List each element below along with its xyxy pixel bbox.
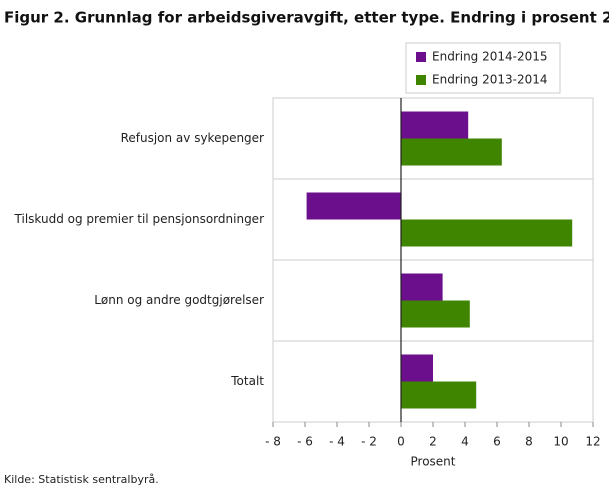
bar — [401, 273, 443, 301]
y-tick-label: Lønn og andre godtgjørelser — [94, 293, 264, 307]
x-axis-label: Prosent — [411, 455, 456, 469]
x-tick-label: - 2 — [361, 435, 377, 449]
x-tick-label: 6 — [493, 435, 501, 449]
bar — [401, 300, 470, 328]
legend-box — [405, 42, 561, 94]
bar — [306, 192, 401, 220]
bar — [401, 354, 433, 382]
x-tick-label: 12 — [585, 435, 600, 449]
x-tick-label: 10 — [553, 435, 568, 449]
bar — [401, 138, 502, 166]
bar — [401, 381, 477, 409]
x-tick-label: - 6 — [297, 435, 313, 449]
bar — [401, 219, 573, 247]
source: Kilde: Statistisk sentralbyrå. — [4, 473, 159, 486]
x-tick-label: 8 — [525, 435, 533, 449]
x-tick-label: 4 — [461, 435, 469, 449]
bar — [401, 111, 469, 139]
y-tick-label: Refusjon av sykepenger — [121, 131, 264, 145]
legend-swatch — [416, 75, 426, 85]
legend-label: Endring 2013-2014 — [432, 73, 548, 87]
x-tick-label: 2 — [429, 435, 437, 449]
y-tick-label: Tilskudd og premier til pensjonsordninge… — [14, 212, 265, 226]
y-tick-label: Totalt — [230, 374, 264, 388]
chart-title: Figur 2. Grunnlag for arbeidsgiveravgift… — [4, 9, 609, 27]
legend-label: Endring 2014-2015 — [432, 50, 548, 64]
x-tick-label: - 4 — [329, 435, 345, 449]
x-tick-label: 0 — [397, 435, 405, 449]
x-tick-label: - 8 — [265, 435, 281, 449]
legend-swatch — [416, 52, 426, 62]
